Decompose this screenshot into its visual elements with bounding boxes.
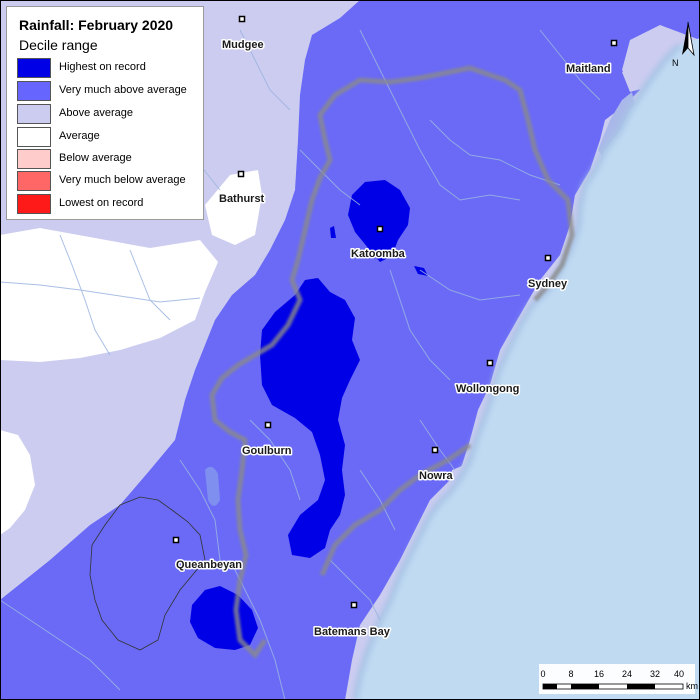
ocean bbox=[355, 38, 700, 700]
town-label-sydney: Sydney bbox=[528, 278, 568, 290]
lake-burragorang bbox=[205, 466, 220, 506]
region-highest-katoomba bbox=[348, 180, 410, 262]
legend-swatch bbox=[17, 81, 51, 101]
legend-swatch bbox=[17, 171, 51, 191]
legend-item-very-much-above: Very much above average bbox=[17, 81, 203, 103]
legend-swatch bbox=[17, 58, 51, 78]
region-highest-central bbox=[260, 278, 360, 558]
town-label-queanbeyan: Queanbeyan bbox=[176, 559, 242, 571]
town-marker-sydney bbox=[544, 254, 552, 262]
region-average-west bbox=[0, 228, 218, 362]
catchment-boundary bbox=[209, 65, 575, 659]
town-marker-katoomba bbox=[376, 225, 384, 233]
legend-label: Lowest on record bbox=[59, 197, 144, 209]
town-marker-mudgee bbox=[238, 15, 246, 23]
scale-tick-5: 40 bbox=[674, 669, 684, 679]
map-title: Rainfall: February 2020 bbox=[19, 17, 174, 33]
legend-item-highest: Highest on record bbox=[17, 58, 203, 80]
region-average-southwest bbox=[0, 430, 35, 535]
town-label-katoomba: Katoomba bbox=[351, 248, 406, 260]
town-marker-maitland bbox=[610, 39, 618, 47]
scale-tick-4: 32 bbox=[650, 669, 660, 679]
legend-swatch bbox=[17, 149, 51, 169]
town-marker-queanbeyan bbox=[172, 536, 180, 544]
town-label-nowra: Nowra bbox=[419, 470, 454, 482]
town-label-maitland: Maitland bbox=[566, 63, 611, 75]
legend-label: Above average bbox=[59, 107, 133, 119]
legend-item-average: Average bbox=[17, 127, 203, 149]
scale-unit: km bbox=[686, 681, 698, 691]
legend-item-very-much-below: Very much below average bbox=[17, 171, 203, 193]
north-arrow-label: N bbox=[672, 58, 679, 68]
legend-item-above: Above average bbox=[17, 104, 203, 126]
town-label-batemans-bay: Batemans Bay bbox=[314, 626, 391, 638]
region-highest-katoomba-spot1 bbox=[330, 226, 336, 238]
legend-swatch bbox=[17, 194, 51, 214]
legend-item-lowest: Lowest on record bbox=[17, 194, 203, 216]
town-label-wollongong: Wollongong bbox=[456, 383, 519, 395]
legend-label: Below average bbox=[59, 152, 132, 164]
legend-label: Very much below average bbox=[59, 174, 186, 186]
town-marker-wollongong bbox=[486, 359, 494, 367]
scale-tick-2: 16 bbox=[594, 669, 604, 679]
legend-swatch bbox=[17, 104, 51, 124]
scale-tick-1: 8 bbox=[568, 669, 573, 679]
coast-shading bbox=[352, 42, 683, 700]
town-label-goulburn: Goulburn bbox=[242, 445, 292, 457]
town-marker-nowra bbox=[431, 446, 439, 454]
scale-tick-3: 24 bbox=[622, 669, 632, 679]
legend-label: Average bbox=[59, 130, 100, 142]
map-legend: Rainfall: February 2020 Decile range Hig… bbox=[6, 6, 204, 220]
scale-bar: 0 8 16 24 32 40 km bbox=[539, 664, 698, 694]
scale-tick-0: 0 bbox=[540, 669, 545, 679]
town-marker-batemans-bay bbox=[350, 601, 358, 609]
town-label-mudgee: Mudgee bbox=[222, 39, 264, 51]
town-marker-bathurst bbox=[237, 170, 245, 178]
town-label-bathurst: Bathurst bbox=[219, 193, 265, 205]
north-arrow-icon: N bbox=[672, 21, 695, 68]
town-marker-goulburn bbox=[264, 421, 272, 429]
act-border bbox=[89, 496, 206, 651]
legend-label: Very much above average bbox=[59, 84, 187, 96]
legend-item-below: Below average bbox=[17, 149, 203, 171]
legend-subtitle: Decile range bbox=[19, 37, 98, 53]
legend-label: Highest on record bbox=[59, 61, 146, 73]
town-markers bbox=[172, 15, 618, 609]
legend-swatch bbox=[17, 127, 51, 147]
